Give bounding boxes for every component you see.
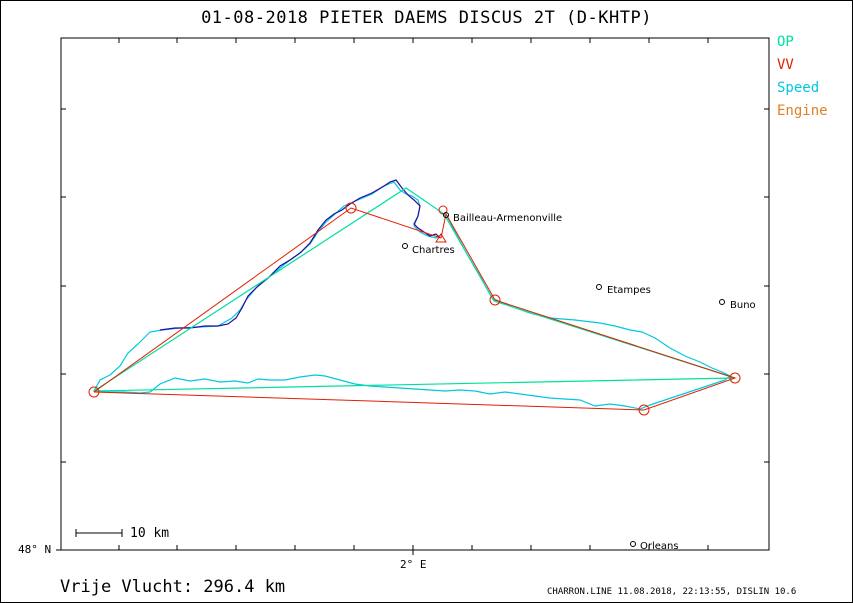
turnpoint [729,372,741,384]
distance-summary: Vrije Vlucht: 296.4 km [60,577,286,597]
lat-label: 48° N [18,543,52,556]
right-ticks [764,108,769,463]
legend-op: OP [777,34,794,50]
place-marker [630,541,636,547]
left-ticks [56,108,66,551]
place-label-buno: Buno [730,300,756,311]
legend-speed: Speed [777,80,820,96]
turnpoint [88,386,100,398]
turnpoint [438,205,448,215]
place-label-etampes: Etampes [607,285,651,296]
place-marker [719,299,725,305]
op-line [93,187,736,392]
scale-label: 10 km [130,526,170,541]
legend-vv: VV [777,57,794,73]
speed-track [93,181,732,410]
turnpoints [88,202,741,416]
turnpoint [638,404,650,416]
bottom-ticks [118,545,709,555]
turnpoint [345,202,357,214]
top-ticks [118,38,709,43]
plot-area [60,37,770,551]
place-label-chartres: Chartres [412,245,455,256]
place-markers [402,212,725,547]
place-marker [596,284,602,290]
vv-line [93,207,737,411]
place-label-bailleau: Bailleau-Armenonville [453,213,563,224]
turnpoint [489,294,501,306]
page-title: 01-08-2018 PIETER DAEMS DISCUS 2T (D-KHT… [201,8,652,28]
start-triangle [435,233,447,243]
place-label-orleans: Orleans [640,541,679,552]
footer-info: CHARRON.LINE 11.08.2018, 22:13:55, DISLI… [547,587,797,597]
place-marker [443,212,449,218]
place-marker [402,243,408,249]
legend-engine: Engine [777,103,828,119]
scale-bar [75,529,123,537]
climb-track [159,179,441,331]
lon-label: 2° E [400,558,427,571]
